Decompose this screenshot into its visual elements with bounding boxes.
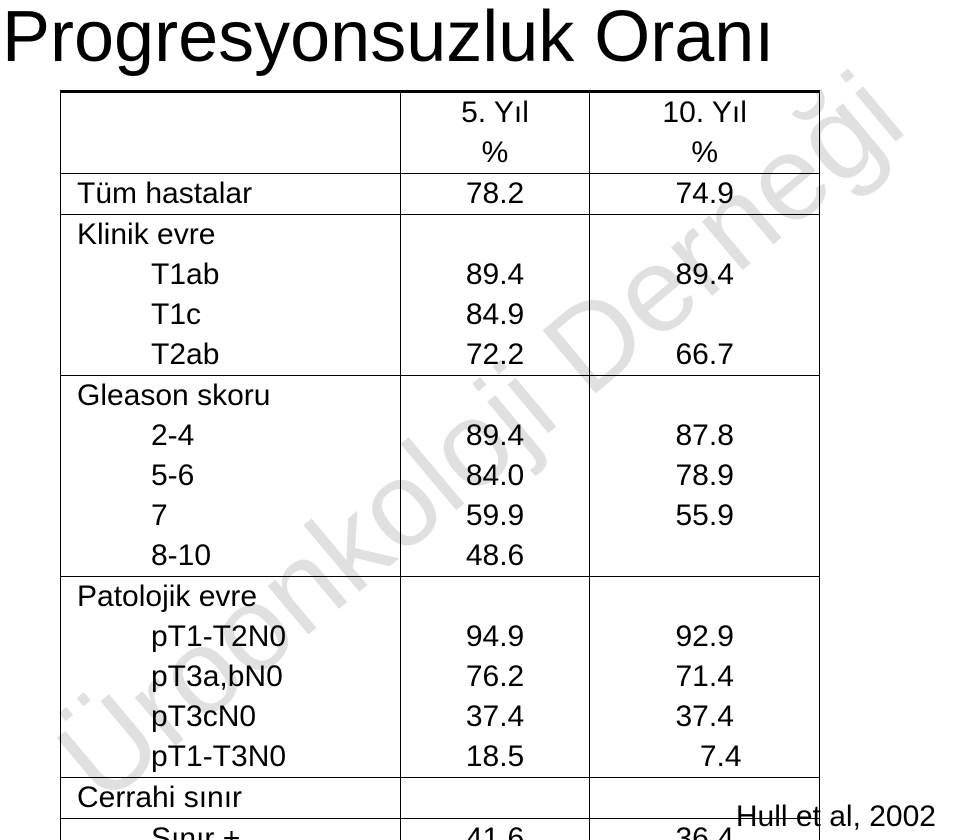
row-g56-label: 5-6 [61, 456, 401, 496]
cell-empty [400, 577, 590, 618]
row-g24-y10: 87.8 [590, 416, 820, 456]
row-pt1t3n0-label: pT1-T3N0 [61, 737, 401, 778]
header-5yil-pct: % [400, 133, 590, 174]
row-g56-y5: 84.0 [400, 456, 590, 496]
row-t1c-y10 [590, 295, 820, 335]
cell-empty [590, 215, 820, 256]
row-pt3abn0-y10: 71.4 [590, 657, 820, 697]
row-g7-y5: 59.9 [400, 496, 590, 536]
row-sinirp-y5: 41.6 [400, 819, 590, 840]
row-sinirp-label: Sınır + [61, 819, 401, 840]
data-table: 5. Yıl 10. Yıl % % Tüm hastalar 78.2 74.… [60, 90, 820, 840]
row-g24-label: 2-4 [61, 416, 401, 456]
row-pt3cn0-label: pT3cN0 [61, 697, 401, 737]
row-g24-y5: 89.4 [400, 416, 590, 456]
row-pt3abn0-y5: 76.2 [400, 657, 590, 697]
row-t1c-y5: 84.9 [400, 295, 590, 335]
row-tum-hastalar-label: Tüm hastalar [61, 174, 401, 215]
row-g7-y10: 55.9 [590, 496, 820, 536]
row-tum-hastalar-y5: 78.2 [400, 174, 590, 215]
row-g7-label: 7 [61, 496, 401, 536]
row-pt1t2n0-label: pT1-T2N0 [61, 617, 401, 657]
row-t2ab-y10: 66.7 [590, 335, 820, 376]
cell-empty [400, 376, 590, 417]
row-t1ab-y5: 89.4 [400, 255, 590, 295]
row-t1c-label: T1c [61, 295, 401, 335]
cell-empty [400, 215, 590, 256]
header-10yil: 10. Yıl [590, 92, 820, 134]
row-t2ab-label: T2ab [61, 335, 401, 376]
row-pt3cn0-y10: 37.4 [590, 697, 820, 737]
cell-empty [590, 577, 820, 618]
header-blank2 [61, 133, 401, 174]
row-g810-label: 8-10 [61, 536, 401, 577]
row-t2ab-y5: 72.2 [400, 335, 590, 376]
cell-empty [590, 376, 820, 417]
row-g810-y10 [590, 536, 820, 577]
page-title: Progresyonsuzluk Oranı [2, 0, 774, 78]
row-g810-y5: 48.6 [400, 536, 590, 577]
row-pt3cn0-y5: 37.4 [400, 697, 590, 737]
citation-text: Hull et al, 2002 [736, 800, 936, 834]
row-klinik-evre-label: Klinik evre [61, 215, 401, 256]
row-pt1t3n0-y5: 18.5 [400, 737, 590, 778]
row-gleason-label: Gleason skoru [61, 376, 401, 417]
row-pt1t2n0-y5: 94.9 [400, 617, 590, 657]
header-10yil-pct: % [590, 133, 820, 174]
row-patolojik-label: Patolojik evre [61, 577, 401, 618]
row-pt3abn0-label: pT3a,bN0 [61, 657, 401, 697]
header-5yil: 5. Yıl [400, 92, 590, 134]
row-t1ab-y10: 89.4 [590, 255, 820, 295]
row-g56-y10: 78.9 [590, 456, 820, 496]
row-pt1t3n0-y10: 7.4 [590, 737, 820, 778]
header-blank [61, 92, 401, 134]
row-cerrahi-label: Cerrahi sınır [61, 778, 401, 819]
cell-empty [400, 778, 590, 819]
row-t1ab-label: T1ab [61, 255, 401, 295]
row-tum-hastalar-y10: 74.9 [590, 174, 820, 215]
row-pt1t2n0-y10: 92.9 [590, 617, 820, 657]
